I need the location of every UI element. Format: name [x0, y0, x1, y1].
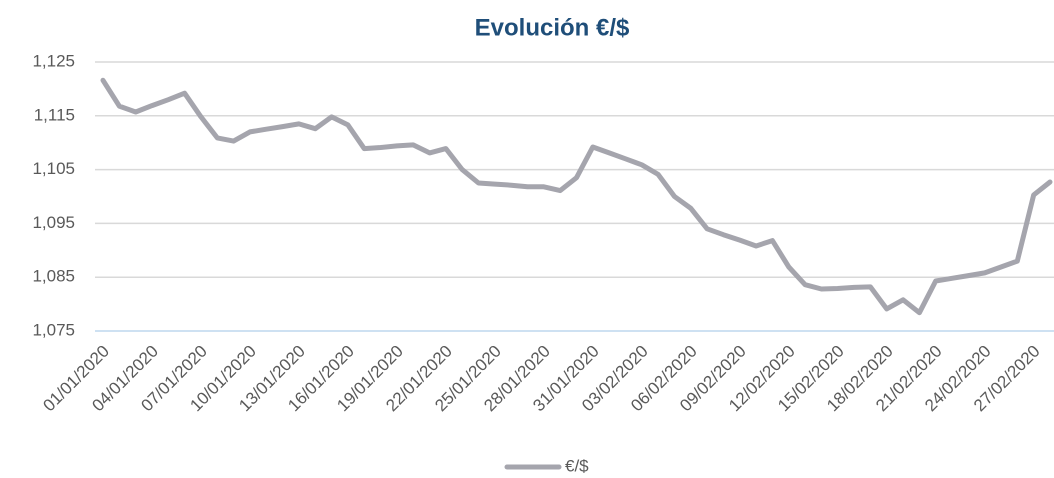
series-line [100, 77, 1053, 316]
y-tick-label: 1,105 [32, 159, 75, 178]
y-tick-label: 1,075 [32, 320, 75, 339]
chart-title: Evolución €/$ [475, 14, 630, 41]
y-tick-label: 1,115 [34, 105, 75, 124]
y-tick-label: 1,085 [32, 267, 75, 286]
y-tick-label: 1,095 [32, 213, 75, 232]
y-tick-label: 1,125 [32, 51, 75, 70]
legend-label: €/$ [565, 456, 589, 475]
